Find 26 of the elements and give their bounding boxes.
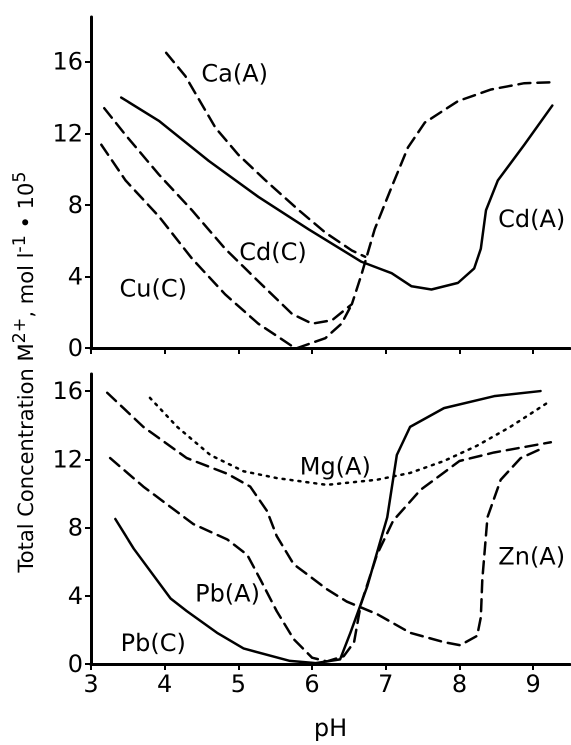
x-tick-label: 4 xyxy=(157,670,172,698)
series-label: Zn(A) xyxy=(498,542,566,570)
x-tick-label: 9 xyxy=(526,670,541,698)
series-label: Pb(A) xyxy=(195,579,260,608)
y-tick-label: 16 xyxy=(52,377,83,406)
series-label: Cu(C) xyxy=(120,274,187,302)
x-tick-label: 3 xyxy=(83,670,99,698)
series-label: Cd(C) xyxy=(239,238,307,266)
y-tick-label: 12 xyxy=(52,445,83,474)
series-label: Pb(C) xyxy=(120,628,186,657)
x-axis-title: pH xyxy=(314,714,348,742)
series-label: Mg(A) xyxy=(300,452,371,481)
x-tick-label: 5 xyxy=(230,670,246,698)
y-tick-label: 16 xyxy=(52,48,83,76)
y-tick-label: 4 xyxy=(68,582,83,610)
series-label: Cd(A) xyxy=(498,204,566,233)
y-tick-label: 0 xyxy=(68,334,83,362)
y-tick-label: 12 xyxy=(52,119,83,148)
y-tick-label: 8 xyxy=(68,190,83,219)
series-label: Ca(A) xyxy=(201,59,268,88)
y-tick-label: 4 xyxy=(68,262,83,290)
x-tick-label: 6 xyxy=(304,670,320,698)
x-tick-label: 7 xyxy=(378,670,394,698)
y-tick-label: 0 xyxy=(68,650,83,678)
x-tick-label: 8 xyxy=(452,670,468,698)
y-tick-label: 8 xyxy=(68,514,83,542)
